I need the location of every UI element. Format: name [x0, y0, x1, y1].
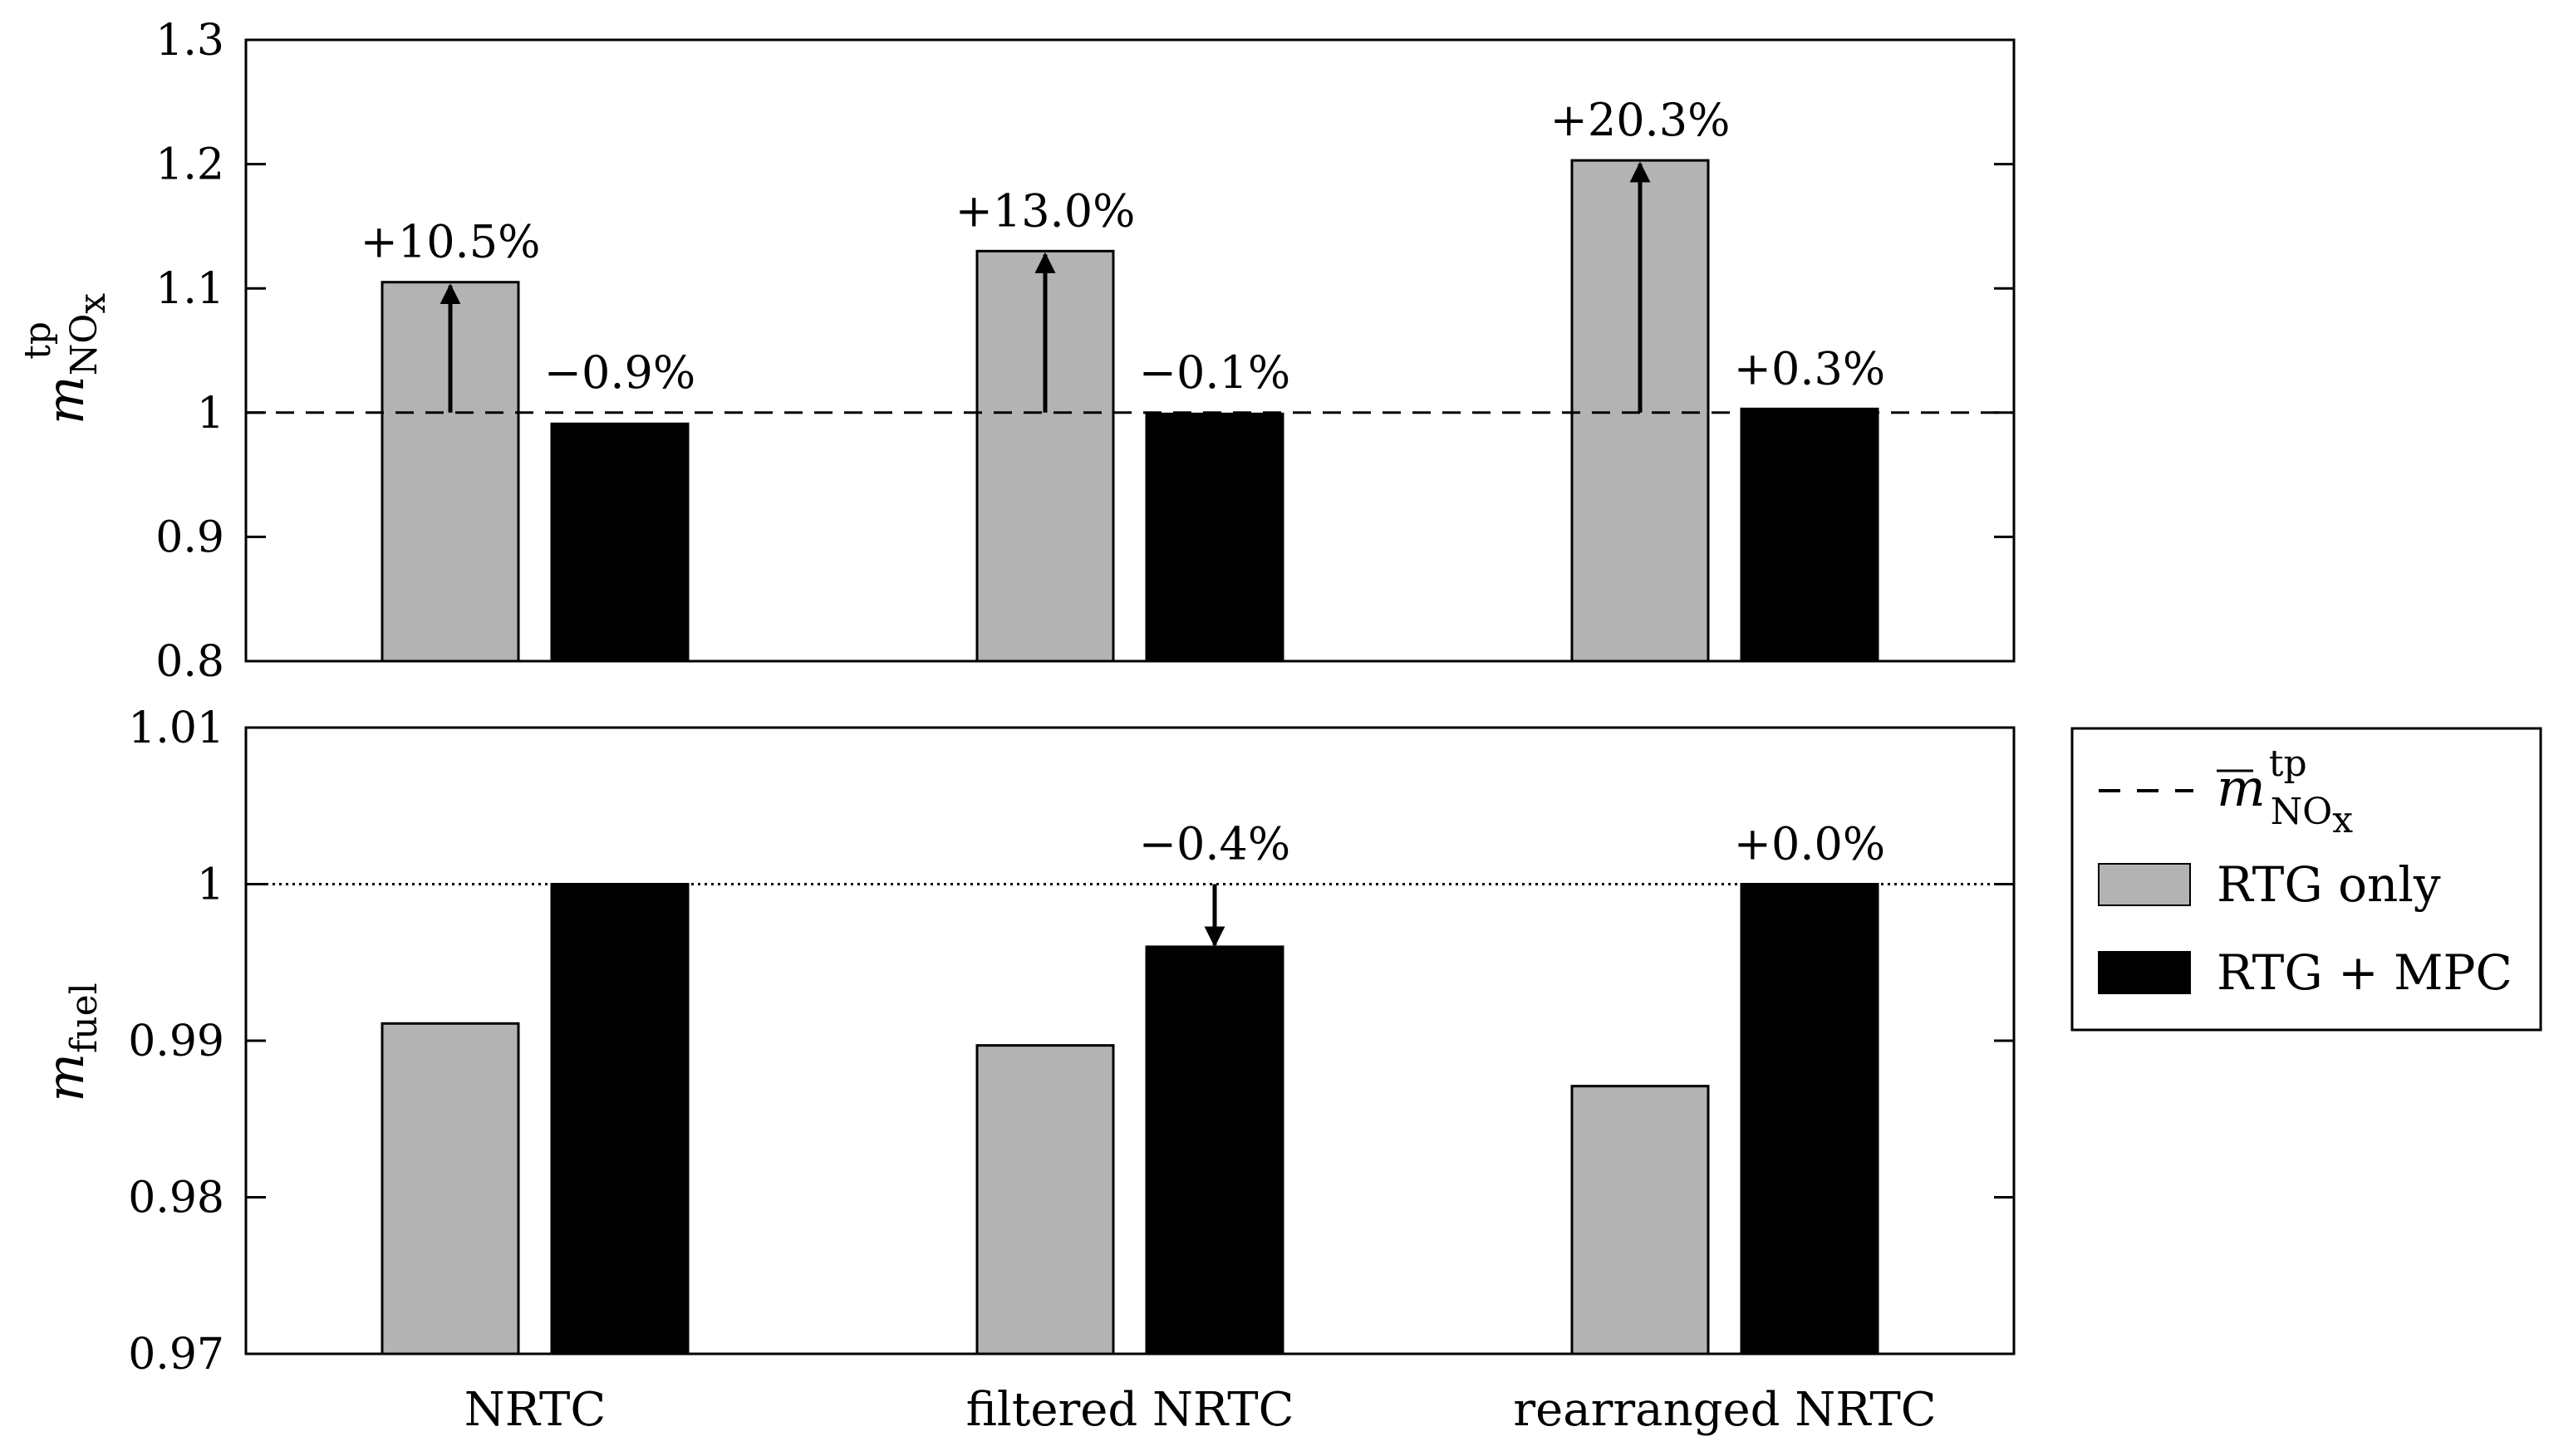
- ytick-label: 1.1: [155, 264, 224, 314]
- ytick-label: 1: [197, 860, 224, 910]
- annotation-label: −0.1%: [1139, 346, 1290, 399]
- top-ylabel-sub2: x: [71, 293, 114, 314]
- legend-label-rtg-only: RTG only: [2217, 856, 2441, 913]
- bar-rtg-only-1: [975, 1044, 1115, 1356]
- top-ylabel: mNOx: [35, 293, 114, 424]
- bar-rtg-mpc-2: [1740, 883, 1879, 1356]
- ytick-label: 0.8: [155, 637, 224, 687]
- legend-swatch-rtg-mpc: [2098, 951, 2191, 994]
- bar-rtg-mpc-1: [1145, 412, 1284, 663]
- ytick-label: 1.3: [155, 16, 224, 66]
- legend-label-rtg-mpc: RTG + MPC: [2217, 944, 2512, 1001]
- top-panel: 0.8 0.9 1 1.1 1.2 1.3 +10.5% −0.9% +13.0% −0.1% +2…: [155, 16, 2016, 687]
- bar-rtg-mpc-1: [1145, 945, 1284, 1356]
- bottom-ylabel: mfuel: [35, 983, 106, 1102]
- top-ylabel-main: m: [35, 375, 96, 424]
- ytick-label: 0.99: [128, 1017, 224, 1066]
- category-label: filtered NRTC: [966, 1383, 1294, 1437]
- ytick-label: 0.98: [128, 1174, 224, 1223]
- annotation-label: +20.3%: [1550, 94, 1731, 146]
- ytick-label: 1.01: [128, 703, 224, 753]
- top-ylabel-sub: NO: [63, 314, 106, 376]
- annotation-label: −0.9%: [544, 346, 695, 399]
- legend: mtp NOx RTG only RTG + MPC: [2070, 727, 2542, 1032]
- top-ylabel-sup: tp: [17, 321, 59, 360]
- bottom-ylabel-sub: fuel: [63, 983, 106, 1053]
- legend-ref-main: m: [2217, 757, 2266, 818]
- annotation-label: −0.4%: [1139, 818, 1290, 870]
- category-label: rearranged NRTC: [1513, 1383, 1936, 1437]
- annotation-label: +10.5%: [361, 216, 541, 268]
- bottom-panel: 0.97 0.98 0.99 1 1.01 −0.4% +0.0% NRTC filtered …: [128, 703, 2016, 1437]
- legend-ref-sub2: x: [2332, 799, 2353, 841]
- ytick-label: 0.97: [128, 1330, 224, 1380]
- bar-rtg-only-2: [1570, 1085, 1710, 1356]
- legend-ref-sub: NO: [2271, 791, 2333, 833]
- bar-rtg-mpc-0: [550, 422, 690, 663]
- bar-rtg-mpc-0: [550, 883, 690, 1356]
- legend-ref-sup: tp: [2269, 743, 2307, 785]
- bar-rtg-mpc-2: [1740, 407, 1879, 663]
- ytick-label: 1: [197, 389, 224, 439]
- ytick-label: 1.2: [155, 140, 224, 190]
- annotation-label: +13.0%: [955, 184, 1136, 237]
- legend-item-reference-label: mtp NOx: [2217, 743, 2353, 841]
- annotation-label: +0.3%: [1734, 342, 1885, 395]
- ytick-label: 0.9: [155, 512, 224, 562]
- bar-rtg-only-0: [381, 1022, 520, 1356]
- annotation-label: +0.0%: [1734, 818, 1885, 870]
- legend-swatch-rtg-only: [2098, 863, 2191, 906]
- category-label: NRTC: [464, 1383, 606, 1437]
- bottom-ylabel-main: m: [35, 1053, 96, 1102]
- top-panel-frame: [244, 38, 2016, 663]
